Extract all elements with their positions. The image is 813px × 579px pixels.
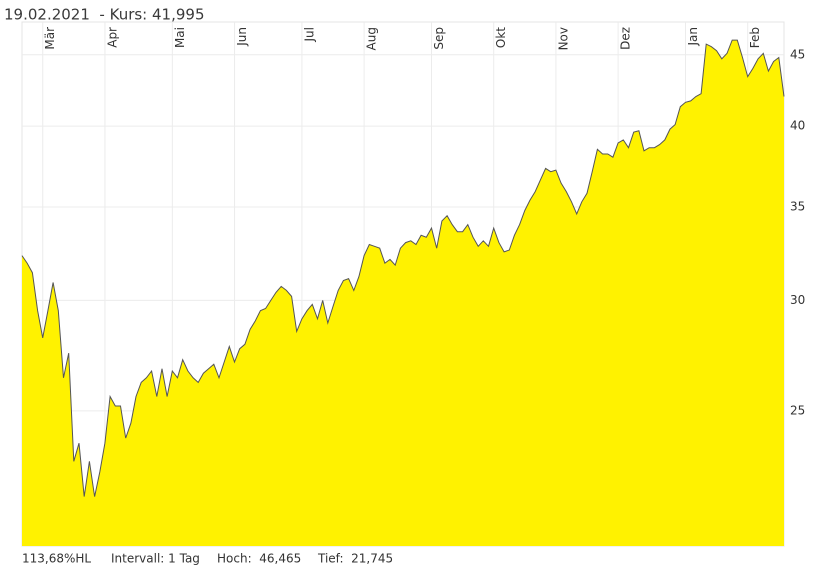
x-tick-label: Aug [365,27,379,50]
header-title: 19.02.2021 - Kurs: 41,995 [4,6,205,24]
y-tick-label: 35 [790,199,805,213]
x-tick-label: Okt [494,27,508,48]
footer-item: 113,68%HL [22,552,91,566]
x-tick-label: Jun [235,27,249,47]
x-tick-label: Jan [686,27,700,47]
x-tick-label: Sep [432,27,446,50]
x-tick-label: Dez [619,27,633,50]
x-tick-label: Nov [556,27,570,50]
y-tick-label: 25 [790,403,805,417]
x-tick-label: Mär [43,27,57,50]
y-tick-label: 45 [790,47,805,61]
x-tick-label: Mai [173,27,187,48]
x-tick-label: Apr [105,27,119,48]
footer-item: Intervall: 1 Tag [111,552,200,566]
footer-item: Tief: 21,745 [317,552,393,566]
y-tick-label: 30 [790,293,805,307]
area [22,40,784,546]
line [21,39,785,497]
y-tick-label: 40 [790,119,805,133]
x-tick-label: Jul [302,27,316,42]
x-tick-label: Feb [748,27,762,48]
footer-item: Hoch: 46,465 [217,552,301,566]
